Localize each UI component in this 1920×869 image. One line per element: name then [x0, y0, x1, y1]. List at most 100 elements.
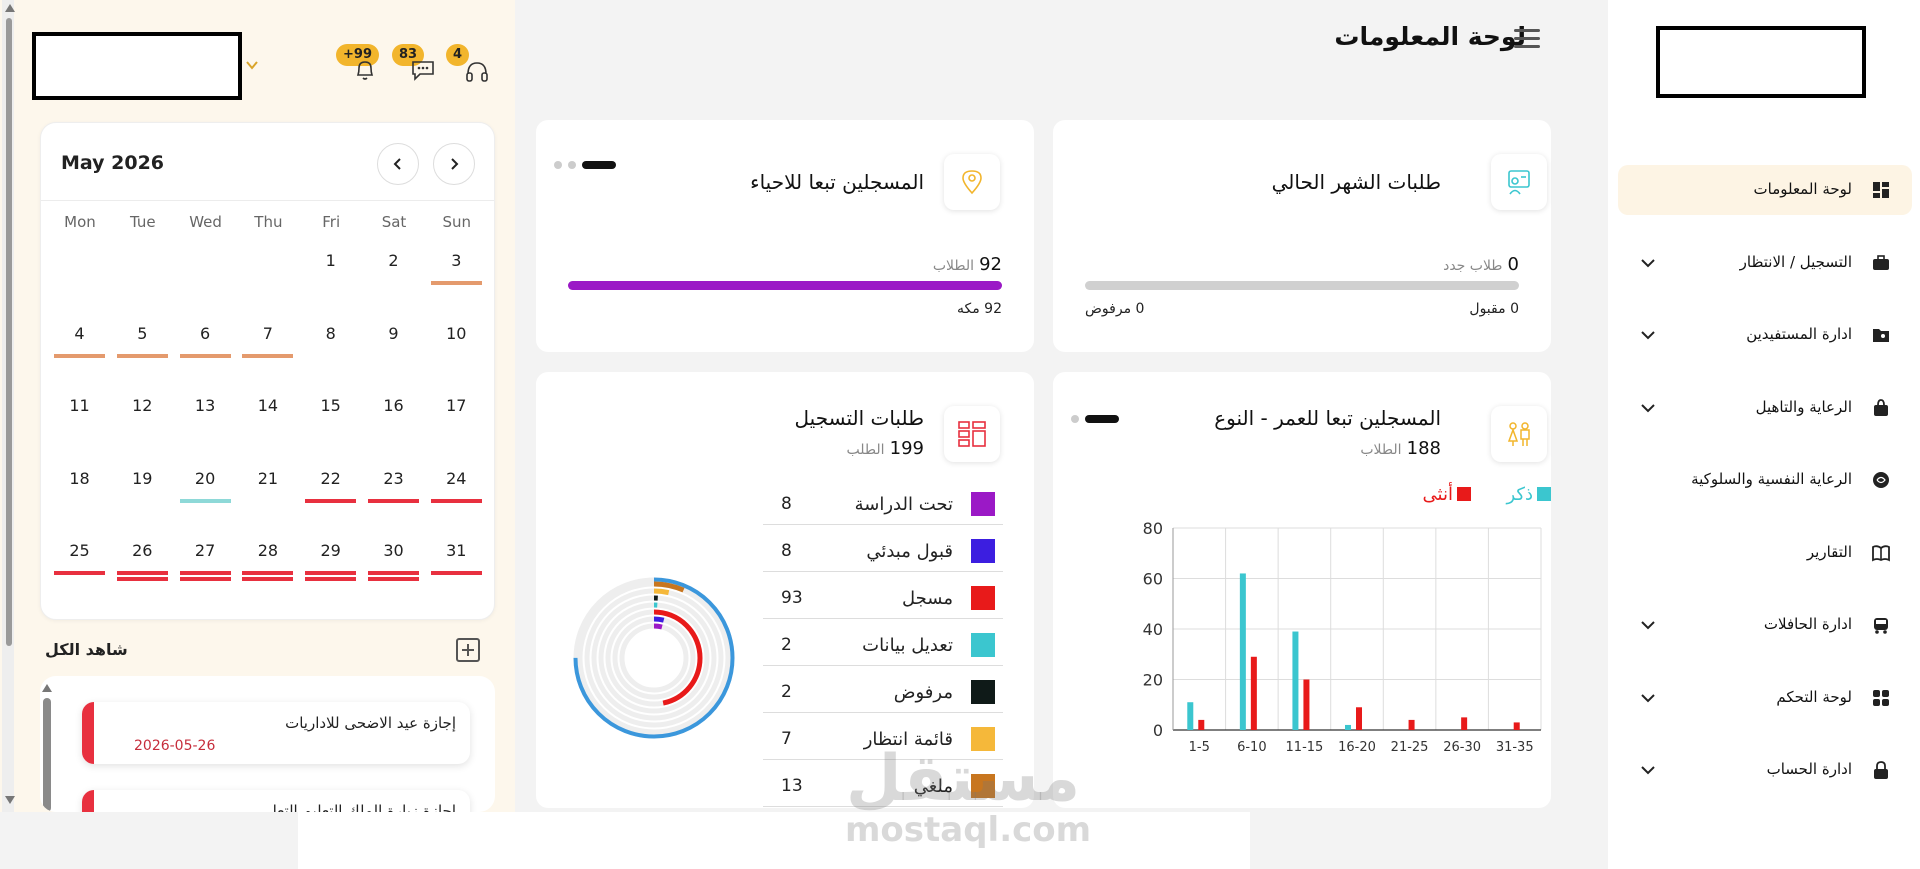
event-card[interactable]: إجازة عيد الاضحى للاداريات 2026-05-26: [82, 702, 470, 764]
day-number: 28: [257, 541, 279, 560]
carousel-dots[interactable]: [554, 154, 616, 173]
support-button[interactable]: 4: [446, 44, 490, 84]
scrollbar-thumb[interactable]: [6, 18, 12, 646]
calendar-day[interactable]: 8: [302, 318, 359, 364]
chevron-down-icon[interactable]: [1640, 691, 1656, 705]
calendar-day[interactable]: 14: [239, 390, 296, 436]
sidebar-item[interactable]: ادارة المستفيدين: [1618, 310, 1912, 360]
scroll-up-arrow-icon[interactable]: [5, 4, 15, 12]
x-tick-label: 1-5: [1189, 740, 1210, 755]
bar[interactable]: [1345, 724, 1351, 730]
calendar-day[interactable]: 18: [51, 463, 108, 509]
sidebar-item[interactable]: لوحة التحكم: [1618, 673, 1912, 723]
calendar-day[interactable]: 5: [114, 318, 171, 364]
bar[interactable]: [1461, 717, 1468, 730]
progress-fill: [568, 281, 1002, 290]
calendar-day[interactable]: 2: [365, 245, 422, 291]
calendar-day[interactable]: 12: [114, 390, 171, 436]
scrollbar-thumb[interactable]: [43, 698, 51, 812]
notification-bell[interactable]: +99: [336, 44, 380, 84]
events-scrollbar[interactable]: [40, 676, 54, 812]
sidebar-item[interactable]: ادارة الحافلات: [1618, 600, 1912, 650]
request-form-icon: [1508, 170, 1530, 195]
calendar-day[interactable]: 6: [177, 318, 234, 364]
chevron-down-icon[interactable]: [1640, 256, 1656, 270]
calendar-day[interactable]: 4: [51, 318, 108, 364]
calendar-day[interactable]: 25: [51, 535, 108, 581]
bar[interactable]: [1408, 719, 1415, 730]
calendar-day[interactable]: 29: [302, 535, 359, 581]
day-number: 15: [320, 396, 341, 415]
chevron-down-icon[interactable]: [245, 58, 259, 72]
scroll-down-arrow-icon[interactable]: [5, 796, 15, 804]
calendar-day[interactable]: 31: [428, 535, 485, 581]
calendar-day[interactable]: 1: [302, 245, 359, 291]
messages-button[interactable]: 83: [392, 44, 436, 84]
sidebar-item[interactable]: التسجيل / الانتظار: [1618, 238, 1912, 288]
sidebar-item[interactable]: لوحة المعلومات: [1618, 165, 1912, 215]
chevron-right-icon: [451, 158, 459, 170]
sidebar-item[interactable]: الرعاية النفسية والسلوكية: [1618, 455, 1912, 505]
card-title: المسجلين تبعا للاحياء: [750, 170, 924, 194]
bar[interactable]: [1356, 707, 1362, 730]
event-marker: [242, 577, 294, 581]
bar[interactable]: [1292, 631, 1299, 730]
calendar-day[interactable]: 23: [365, 463, 422, 509]
calendar-day[interactable]: 26: [114, 535, 171, 581]
calendar-day[interactable]: 10: [428, 318, 485, 364]
calendar-day[interactable]: 15: [302, 390, 359, 436]
previous-month-button[interactable]: [377, 143, 419, 185]
status-swatch: [971, 586, 995, 610]
calendar-day[interactable]: 22: [302, 463, 359, 509]
carousel-dots[interactable]: [1071, 408, 1119, 427]
value-number: 188: [1406, 438, 1441, 459]
x-tick-label: 16-20: [1338, 740, 1376, 755]
left-scrollbar[interactable]: [2, 0, 15, 812]
day-number: 23: [383, 468, 404, 488]
status-count: 7: [781, 729, 792, 749]
calendar-day[interactable]: 28: [239, 535, 296, 581]
menu-toggle-icon[interactable]: [1514, 29, 1540, 49]
ring-track: [591, 595, 717, 721]
sidebar-item[interactable]: التقارير: [1618, 528, 1912, 578]
calendar-day[interactable]: 16: [365, 390, 422, 436]
next-month-button[interactable]: [433, 143, 475, 185]
calendar-widget: May 2026 Mon Tue Wed Thu Fri Sat Sun 1 2 3 4 5 6 7 8 9 1…: [40, 122, 495, 620]
bar[interactable]: [1303, 679, 1310, 731]
calendar-day[interactable]: 17: [428, 390, 485, 436]
calendar-day[interactable]: 24: [428, 463, 485, 509]
chevron-down-icon[interactable]: [1640, 401, 1656, 415]
calendar-day[interactable]: 9: [365, 318, 422, 364]
calendar-day[interactable]: 21: [239, 463, 296, 509]
calendar-day[interactable]: 19: [114, 463, 171, 509]
bar[interactable]: [1239, 573, 1246, 730]
calendar-day[interactable]: 3: [428, 245, 485, 291]
bar[interactable]: [1513, 722, 1520, 730]
status-label: تحت الدراسة: [854, 494, 953, 515]
calendar-day[interactable]: 11: [51, 390, 108, 436]
event-marker: [242, 571, 294, 575]
sidebar-item[interactable]: الرعاية والتاهيل: [1618, 383, 1912, 433]
brain-icon: [1873, 472, 1889, 488]
calendar-day[interactable]: 20: [177, 463, 234, 509]
chevron-down-icon[interactable]: [1640, 618, 1656, 632]
status-label: قائمة انتظار: [863, 729, 953, 750]
add-event-icon[interactable]: [456, 638, 480, 662]
event-card[interactable]: اجازة زيارة الملك التعليم التعل: [82, 790, 470, 812]
user-profile-box[interactable]: [32, 32, 242, 100]
events-list: إجازة عيد الاضحى للاداريات 2026-05-26 اج…: [40, 676, 495, 812]
bar[interactable]: [1187, 702, 1194, 730]
bar[interactable]: [1198, 719, 1205, 730]
chevron-down-icon[interactable]: [1640, 763, 1656, 777]
calendar-day[interactable]: 30: [365, 535, 422, 581]
bar[interactable]: [1250, 656, 1257, 730]
chevron-down-icon[interactable]: [1640, 328, 1656, 342]
calendar-day[interactable]: 7: [239, 318, 296, 364]
scroll-up-arrow-icon[interactable]: [42, 684, 52, 692]
see-all-link[interactable]: شاهد الكل: [45, 640, 128, 659]
calendar-month-label: May 2026: [61, 152, 165, 174]
sidebar-item[interactable]: ادارة الحساب: [1618, 745, 1912, 795]
calendar-day[interactable]: 13: [177, 390, 234, 436]
weekday-label: Thu: [254, 213, 283, 231]
calendar-day[interactable]: 27: [177, 535, 234, 581]
